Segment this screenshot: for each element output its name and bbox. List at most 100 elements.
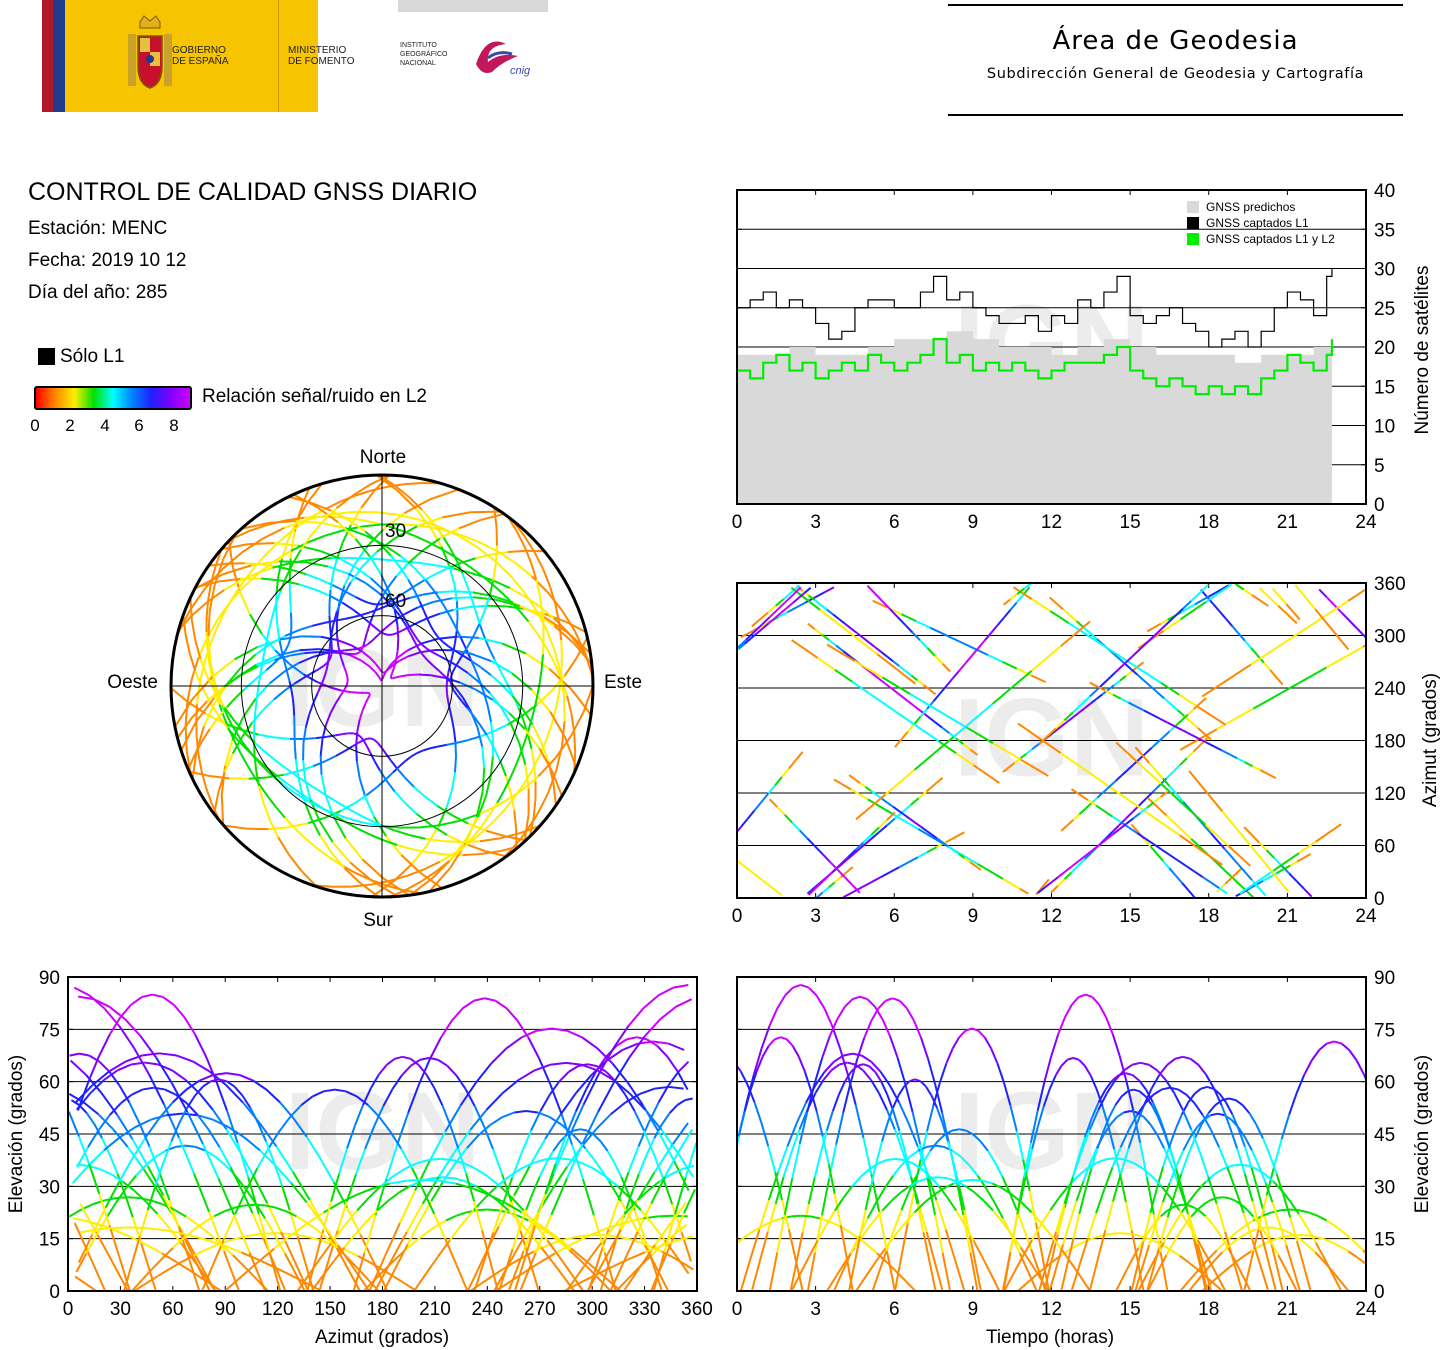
satellite-track [1082, 626, 1091, 634]
satellite-track [89, 1256, 107, 1291]
satellite-track [314, 1230, 325, 1261]
satellite-track [283, 769, 300, 776]
satellite-track [1248, 1228, 1256, 1234]
satellite-track [378, 1115, 391, 1132]
satellite-track [1251, 1201, 1262, 1231]
satellite-track [253, 555, 266, 568]
satellite-track [240, 1251, 258, 1261]
satellite-track [1182, 803, 1190, 811]
satellite-track [98, 1114, 111, 1131]
satellite-track [77, 1234, 94, 1263]
satellite-track [782, 1151, 793, 1178]
satellite-track [1015, 1209, 1025, 1230]
satellite-track [1037, 1269, 1047, 1291]
satellite-track [364, 697, 369, 704]
satellite-track [360, 490, 375, 509]
satellite-track [324, 650, 336, 655]
satellite-track [530, 706, 536, 720]
satellite-track [898, 1102, 910, 1124]
satellite-track [539, 1252, 556, 1264]
satellite-track [362, 640, 366, 647]
satellite-track [863, 1221, 874, 1235]
satellite-track [450, 837, 468, 860]
satellite-track [150, 1199, 164, 1206]
satellite-track [251, 709, 264, 724]
satellite-track [310, 508, 326, 519]
satellite-track [721, 1194, 727, 1225]
satellite-track [1285, 1244, 1295, 1269]
satellite-track [69, 1059, 87, 1076]
satellite-track [1331, 605, 1341, 613]
satellite-track [1043, 1055, 1053, 1082]
satellite-track [1314, 608, 1323, 618]
satellite-track [1303, 853, 1312, 859]
satellite-track [337, 639, 352, 647]
satellite-track [421, 653, 428, 661]
satellite-track [372, 601, 381, 614]
satellite-track [1196, 816, 1205, 826]
satellite-track [971, 647, 980, 657]
satellite-track [1112, 693, 1122, 700]
satellite-track [1078, 1190, 1087, 1215]
satellite-track [214, 1155, 226, 1166]
satellite-track [101, 1137, 111, 1156]
satellite-track [1417, 690, 1425, 698]
satellite-track [627, 1266, 641, 1280]
satellite-track [400, 854, 421, 874]
satellite-track [173, 1208, 187, 1218]
satellite-track [558, 1071, 570, 1083]
satellite-track [1063, 1181, 1073, 1208]
satellite-track [1240, 884, 1248, 893]
satellite-track [1389, 1284, 1397, 1291]
satellite-track [1094, 1234, 1104, 1239]
satellite-track [546, 769, 558, 795]
satellite-track [125, 1054, 143, 1063]
satellite-track [190, 657, 200, 680]
satellite-track [952, 1161, 960, 1186]
satellite-track [341, 524, 352, 543]
satellite-track [1391, 626, 1400, 631]
satellite-track [1123, 661, 1132, 670]
satellite-track [874, 646, 882, 653]
satellite-track [98, 1060, 111, 1073]
satellite-track [814, 628, 823, 636]
satellite-track [481, 1230, 491, 1261]
satellite-track [1156, 1116, 1165, 1132]
satellite-track [985, 1187, 996, 1204]
satellite-track [524, 728, 541, 750]
satellite-track [131, 1138, 149, 1167]
satellite-track [344, 616, 354, 620]
satellite-track [148, 1074, 166, 1106]
satellite-track [916, 679, 925, 686]
satellite-track [253, 712, 257, 726]
satellite-track [829, 1220, 840, 1227]
satellite-track [1094, 775, 1104, 784]
satellite-track [261, 527, 285, 540]
satellite-track [522, 1212, 539, 1239]
satellite-track [464, 842, 486, 853]
satellite-track [257, 1122, 267, 1142]
satellite-track [447, 659, 458, 667]
satellite-track [453, 567, 468, 573]
satellite-track [74, 1275, 87, 1285]
satellite-track [1232, 1260, 1244, 1291]
satellite-track [1017, 1282, 1028, 1291]
satellite-track [599, 1265, 610, 1291]
satellite-track [79, 1228, 97, 1234]
satellite-track [1103, 1166, 1114, 1190]
satellite-track [851, 884, 861, 894]
satellite-track [229, 1166, 243, 1190]
satellite-track [388, 598, 395, 603]
satellite-track [391, 1075, 403, 1090]
satellite-track [1298, 1209, 1309, 1214]
satellite-track [1326, 1219, 1337, 1228]
satellite-track [1154, 777, 1162, 785]
satellite-track [962, 1215, 972, 1253]
satellite-track [352, 547, 367, 568]
satellite-track [661, 1250, 673, 1258]
satellite-track [555, 1238, 567, 1244]
satellite-track [1021, 1239, 1033, 1258]
satellite-track [947, 1141, 955, 1163]
satellite-track [516, 531, 526, 549]
satellite-track [312, 802, 330, 813]
